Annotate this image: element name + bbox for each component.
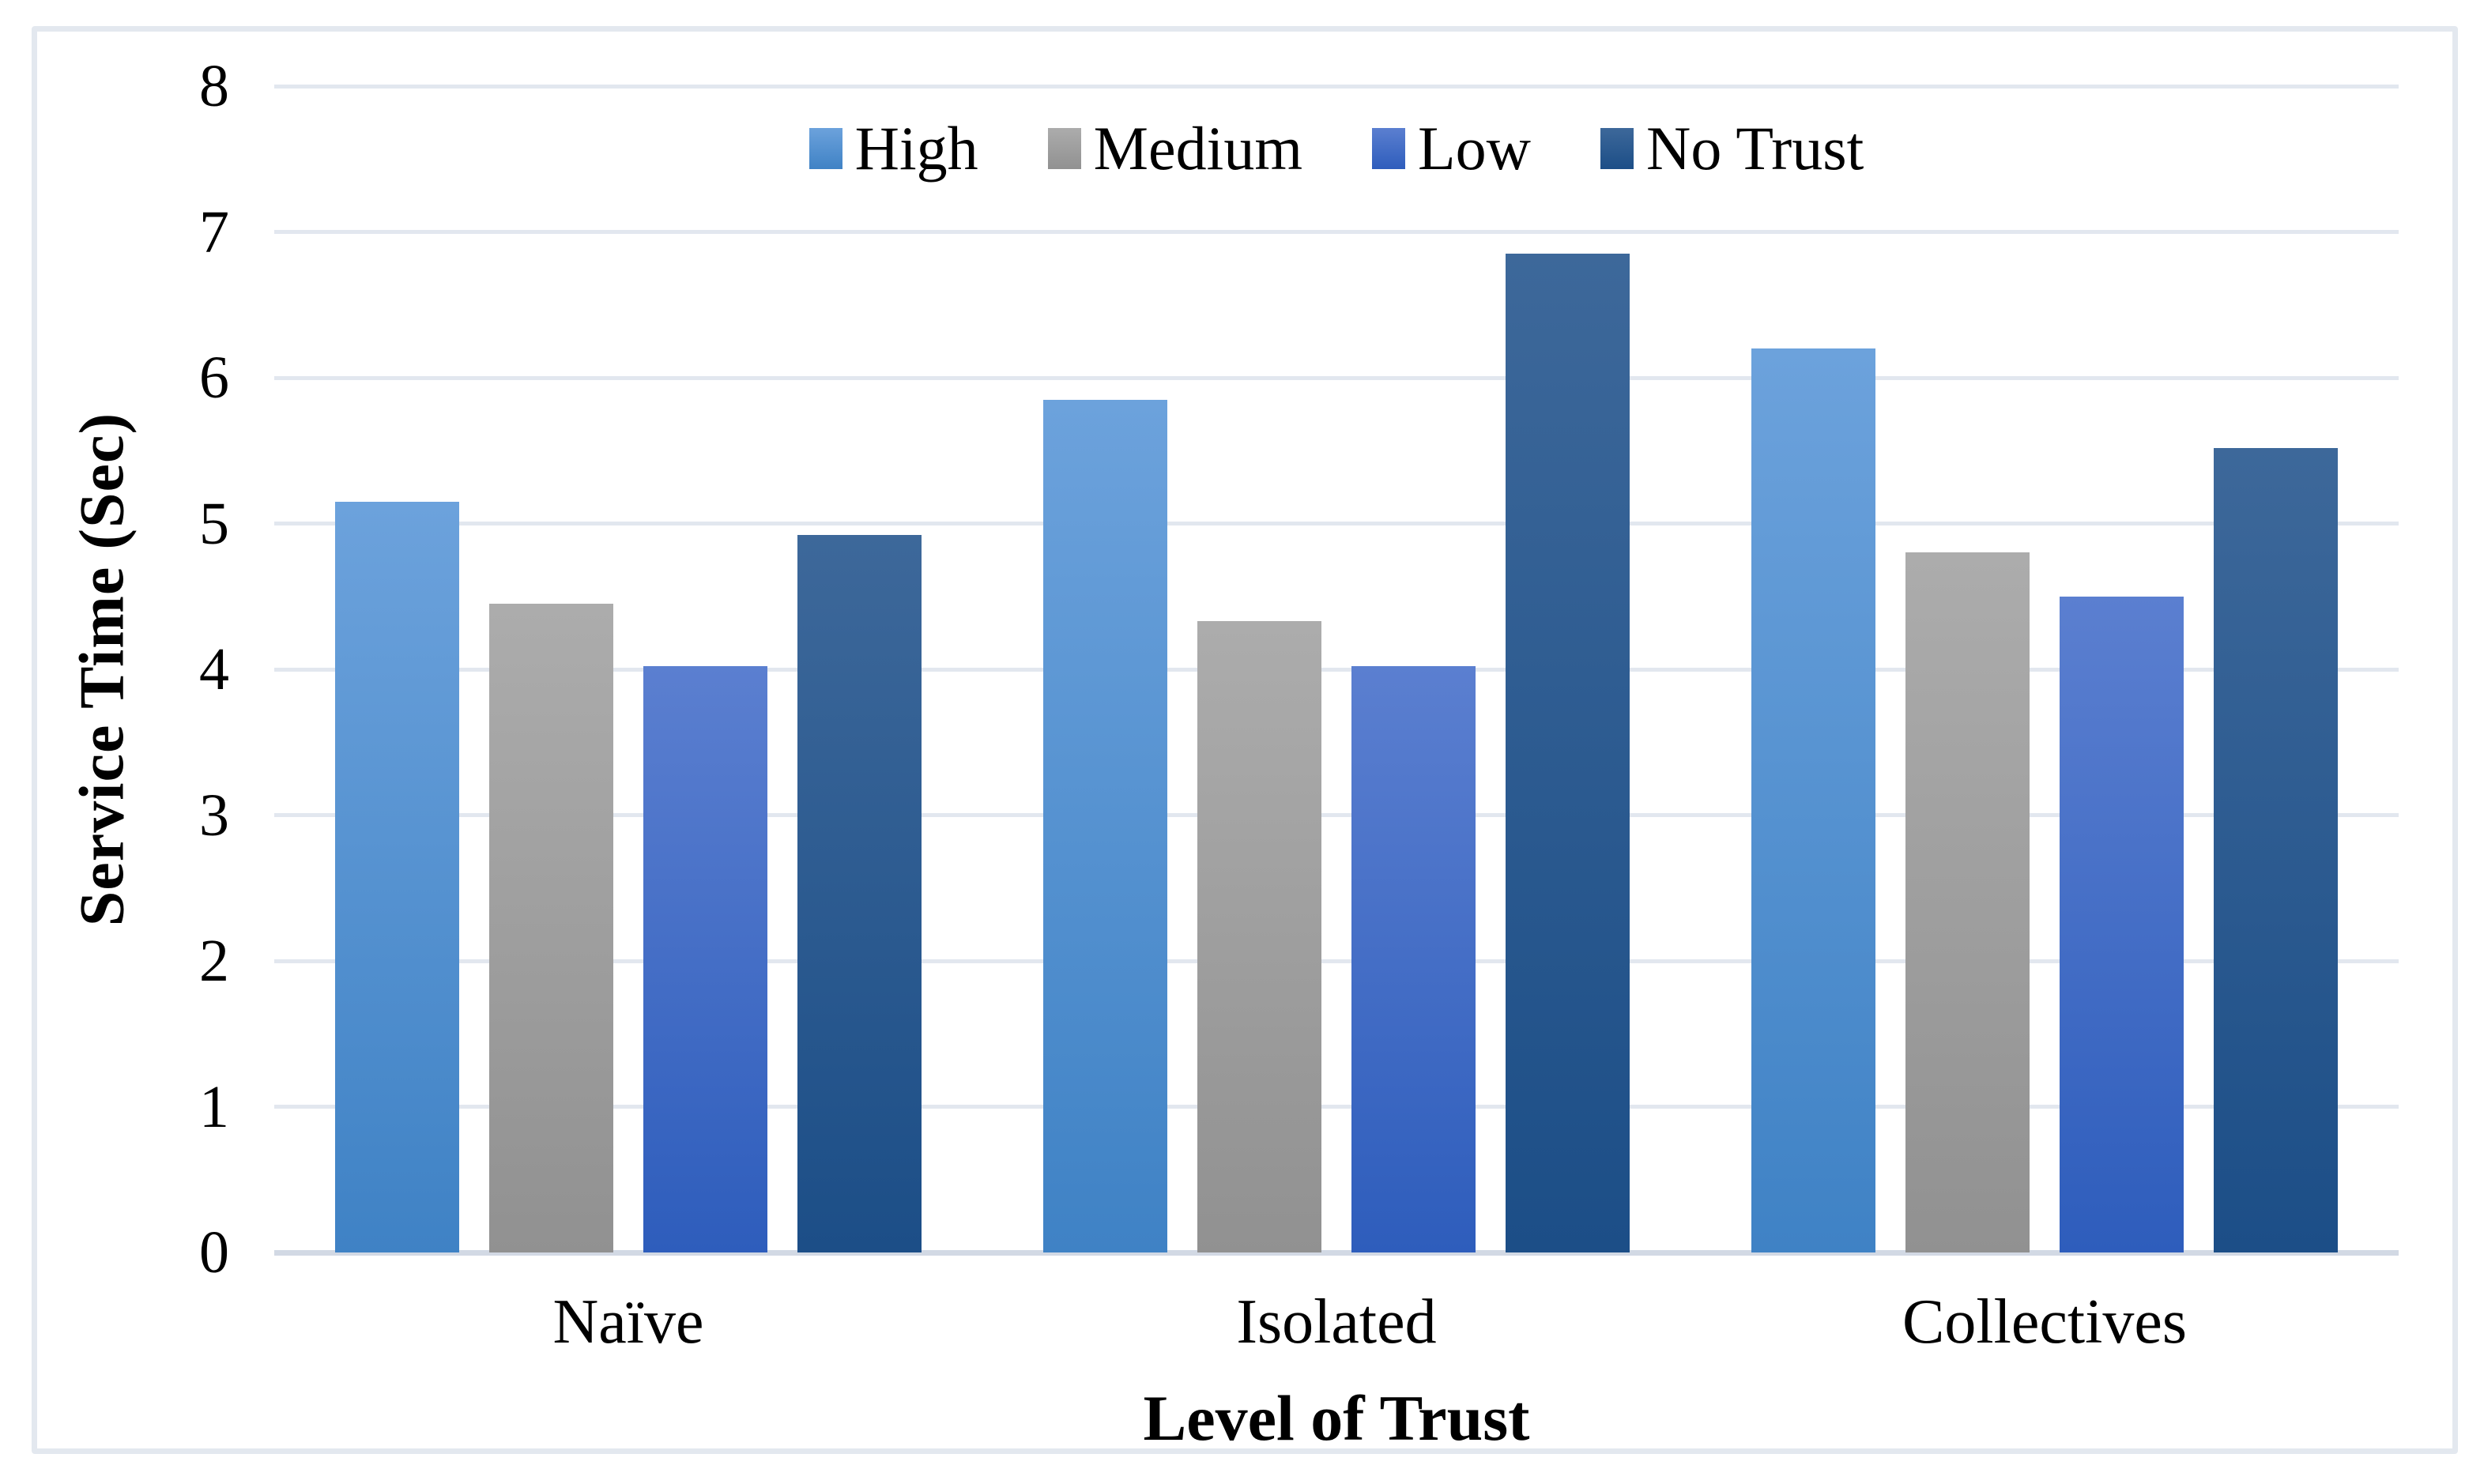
bar-high-collectives xyxy=(1751,348,1875,1252)
y-gridline-6 xyxy=(274,375,2399,380)
legend-label-medium: Medium xyxy=(1093,114,1302,183)
bar-high-na-ve xyxy=(335,501,459,1252)
legend-item-medium: Medium xyxy=(1047,114,1302,183)
y-tick-label-8: 8 xyxy=(199,53,229,119)
bar-low-isolated xyxy=(1351,666,1476,1252)
y-gridline-4 xyxy=(274,667,2399,672)
y-tick-label-7: 7 xyxy=(199,198,229,266)
x-category-label-na-ve: Naïve xyxy=(552,1287,704,1357)
y-tick-label-6: 6 xyxy=(199,345,229,411)
y-tick-label-2: 2 xyxy=(199,928,229,994)
bar-low-na-ve xyxy=(643,666,767,1252)
bar-medium-na-ve xyxy=(489,603,613,1252)
y-gridline-8 xyxy=(274,84,2399,89)
legend-item-high: High xyxy=(809,118,978,179)
legend-item-low: Low xyxy=(1372,118,1531,179)
legend: High Medium Low No Trust xyxy=(274,112,2399,185)
y-tick-label-5: 5 xyxy=(199,490,229,557)
legend-label-low: Low xyxy=(1418,114,1531,183)
x-category-label-collectives: Collectives xyxy=(1902,1287,2187,1357)
legend-label-high: High xyxy=(854,114,978,183)
y-tick-label-3: 3 xyxy=(199,782,229,849)
bar-no-trust-isolated xyxy=(1506,254,1630,1252)
y-gridline-2 xyxy=(274,959,2399,963)
bar-no-trust-collectives xyxy=(2214,447,2338,1252)
x-axis-title: Level of Trust xyxy=(1143,1382,1530,1454)
legend-item-no-trust: No Trust xyxy=(1600,118,1864,179)
y-tick-label-4: 4 xyxy=(199,636,229,702)
bar-low-collectives xyxy=(2060,596,2184,1252)
bar-no-trust-na-ve xyxy=(797,535,922,1252)
x-category-label-isolated: Isolated xyxy=(1236,1287,1437,1357)
legend-swatch-low-icon xyxy=(1372,128,1405,169)
bar-medium-isolated xyxy=(1197,621,1321,1252)
y-gridline-7 xyxy=(274,230,2399,234)
y-tick-label-1: 1 xyxy=(199,1073,229,1140)
y-gridline-1 xyxy=(274,1105,2399,1109)
y-gridline-3 xyxy=(274,813,2399,817)
x-axis-line xyxy=(274,1249,2399,1256)
bar-high-isolated xyxy=(1043,399,1167,1252)
legend-swatch-no-trust-icon xyxy=(1600,128,1634,169)
bar-medium-collectives xyxy=(1905,552,2030,1252)
legend-swatch-high-icon xyxy=(809,128,842,169)
legend-label-no-trust: No Trust xyxy=(1645,114,1864,183)
y-tick-label-0: 0 xyxy=(199,1219,229,1286)
legend-swatch-medium-icon xyxy=(1047,128,1081,169)
y-gridline-5 xyxy=(274,522,2399,525)
y-axis-title: Service Time (Sec) xyxy=(67,412,138,927)
